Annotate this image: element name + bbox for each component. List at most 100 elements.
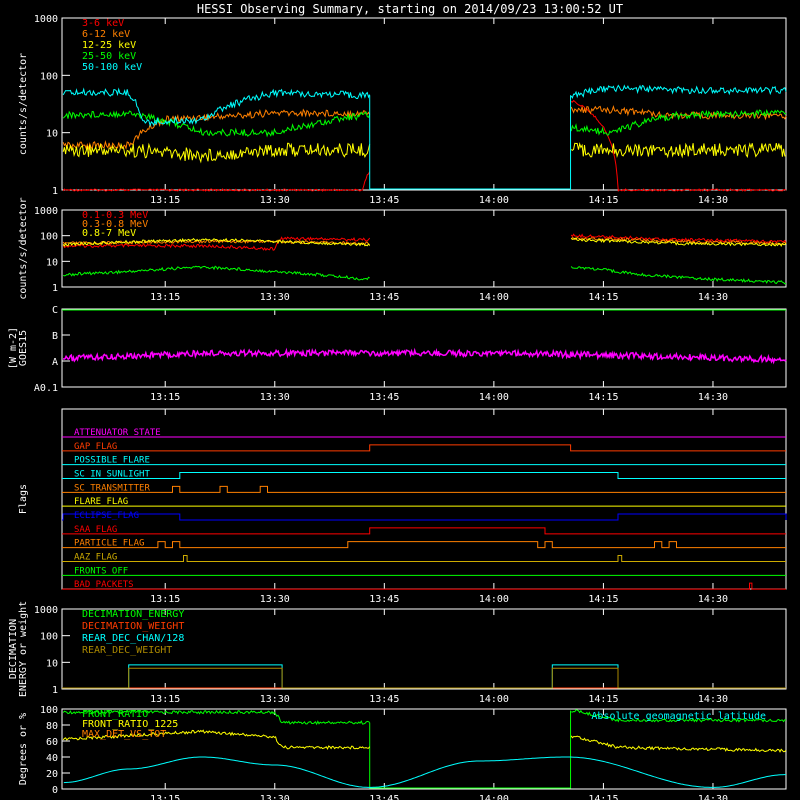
y-tick-label-0-0: 1 — [52, 186, 58, 197]
y-tick-label-5-5: 100 — [40, 705, 58, 716]
y-axis-label-b-4: DECIMATION — [8, 619, 19, 679]
x-tick-label-1-3: 14:00 — [479, 292, 509, 303]
y-tick-label-4-3: 1000 — [34, 605, 58, 616]
x-tick-label-1-1: 13:30 — [260, 292, 290, 303]
y-tick-label-2-0: A0.1 — [34, 383, 58, 394]
x-tick-label-2-3: 14:00 — [479, 392, 509, 403]
x-tick-label-5-1: 13:30 — [260, 794, 290, 800]
y-tick-label-0-1: 10 — [46, 129, 58, 140]
x-tick-label-2-2: 13:45 — [369, 392, 399, 403]
flag-label-3: SC_IN_SUNLIGHT — [74, 470, 150, 480]
x-tick-label-1-2: 13:45 — [369, 292, 399, 303]
flag-line-7 — [62, 527, 786, 535]
y-tick-label-0-2: 100 — [40, 71, 58, 82]
flag-label-2: POSSIBLE_FLARE — [74, 456, 150, 466]
y-axis-label-5: Degrees or % — [18, 713, 29, 785]
x-tick-label-5-5: 14:30 — [698, 794, 728, 800]
y-tick-label-1-3: 1000 — [34, 206, 58, 217]
y-tick-label-2-2: B — [52, 331, 58, 342]
flag-line-6 — [62, 513, 787, 521]
y-axis-label-4: ENERGY or weight — [18, 601, 29, 697]
legend-entry-4-2: REAR_DEC_CHAN/128 — [82, 633, 184, 644]
y-tick-label-2-3: C — [52, 305, 58, 316]
panel-frame-1 — [61, 209, 787, 288]
x-tick-label-3-3: 14:00 — [479, 594, 509, 605]
x-tick-label-3-4: 14:15 — [588, 594, 618, 605]
flag-label-0: ATTENUATOR_STATE — [74, 428, 161, 438]
x-tick-label-5-4: 14:15 — [588, 794, 618, 800]
legend-entry-5-1: FRONT_RATIO_1225 — [82, 719, 178, 730]
legend-entry-4-0: DECIMATION_ENERGY — [82, 609, 184, 620]
flag-label-6: ECLIPSE_FLAG — [74, 511, 139, 521]
y-tick-label-4-0: 1 — [52, 685, 58, 696]
x-tick-label-4-2: 13:45 — [369, 694, 399, 705]
x-tick-label-2-5: 14:30 — [698, 392, 728, 403]
x-tick-label-0-5: 14:30 — [698, 195, 728, 206]
legend-entry-4-3: REAR_DEC_WEIGHT — [82, 645, 172, 656]
legend-entry-0-3: 25-50 keV — [82, 51, 136, 62]
x-tick-label-3-0: 13:15 — [150, 594, 180, 605]
series-line-1-0 — [62, 233, 787, 251]
flag-line-3 — [62, 472, 786, 479]
x-tick-label-5-3: 14:00 — [479, 794, 509, 800]
ratio-line-1 — [62, 729, 787, 753]
legend-entry-1-1: 0.3-0.8 MeV — [82, 219, 148, 230]
flag-label-7: SAA_FLAG — [74, 525, 117, 535]
x-tick-label-4-0: 13:15 — [150, 694, 180, 705]
x-tick-label-1-0: 13:15 — [150, 292, 180, 303]
goes-flux-line — [62, 347, 787, 365]
series-line-0-2 — [62, 142, 787, 164]
y-tick-label-5-0: 0 — [52, 785, 58, 796]
flag-label-8: PARTICLE_FLAG — [74, 539, 144, 549]
panel-frame-0 — [61, 17, 787, 191]
x-tick-label-1-5: 14:30 — [698, 292, 728, 303]
legend-entry-0-0: 3-6 keV — [82, 18, 124, 29]
x-tick-label-5-2: 13:45 — [369, 794, 399, 800]
y-tick-label-4-1: 10 — [46, 658, 58, 669]
chart-title: HESSI Observing Summary, starting on 201… — [197, 2, 623, 16]
series-line-1-3 — [63, 265, 787, 285]
legend-entry-5-2: MAX_DET_VS_TOT — [82, 729, 166, 740]
flag-label-9: AAZ_FLAG — [74, 553, 117, 563]
series-line-0-4 — [62, 84, 787, 128]
x-tick-label-2-1: 13:30 — [260, 392, 290, 403]
y-tick-label-1-1: 10 — [46, 257, 58, 268]
decimation-line-3 — [62, 667, 786, 689]
y-tick-label-5-1: 20 — [46, 769, 58, 780]
flag-line-11 — [62, 582, 786, 590]
y-axis-label-b-2: [W m-2] — [8, 327, 19, 369]
y-tick-label-5-4: 80 — [46, 721, 58, 732]
x-tick-label-0-1: 13:30 — [260, 195, 290, 206]
ratio-line-3 — [63, 756, 786, 788]
flag-line-9 — [62, 555, 786, 562]
y-tick-label-1-2: 100 — [40, 232, 58, 243]
series-line-0-1 — [62, 104, 787, 151]
x-tick-label-4-1: 13:30 — [260, 694, 290, 705]
flag-label-11: BAD_PACKETS — [74, 580, 134, 590]
panel-frame-2 — [61, 308, 787, 388]
x-tick-label-0-3: 14:00 — [479, 195, 509, 206]
flag-line-8 — [62, 541, 786, 549]
flag-label-5: FLARE_FLAG — [74, 497, 128, 507]
flag-label-4: SC_TRANSMITTER — [74, 483, 150, 493]
x-tick-label-4-5: 14:30 — [698, 694, 728, 705]
x-tick-label-4-3: 14:00 — [479, 694, 509, 705]
panel-frame-4 — [61, 608, 787, 690]
x-tick-label-3-2: 13:45 — [369, 594, 399, 605]
y-axis-label-2: GOES15 — [18, 330, 29, 366]
y-axis-label-3: Flags — [18, 484, 29, 514]
y-axis-label-1: counts/s/detector — [18, 197, 29, 299]
y-tick-label-4-2: 100 — [40, 632, 58, 643]
x-tick-label-4-4: 14:15 — [588, 694, 618, 705]
legend-entry-1-0: 0.1-0.3 MeV — [82, 210, 148, 221]
x-tick-label-0-4: 14:15 — [588, 195, 618, 206]
legend-entry-1-2: 0.8-7 MeV — [82, 228, 136, 239]
legend-entry-0-4: 50-100 keV — [82, 62, 142, 73]
x-tick-label-5-0: 13:15 — [150, 794, 180, 800]
series-line-0-3 — [62, 108, 787, 138]
x-tick-label-1-4: 14:15 — [588, 292, 618, 303]
x-tick-label-0-0: 13:15 — [150, 195, 180, 206]
flag-line-1 — [62, 444, 786, 452]
legend-entry-5-0: FRONT_RATIO — [82, 709, 148, 720]
